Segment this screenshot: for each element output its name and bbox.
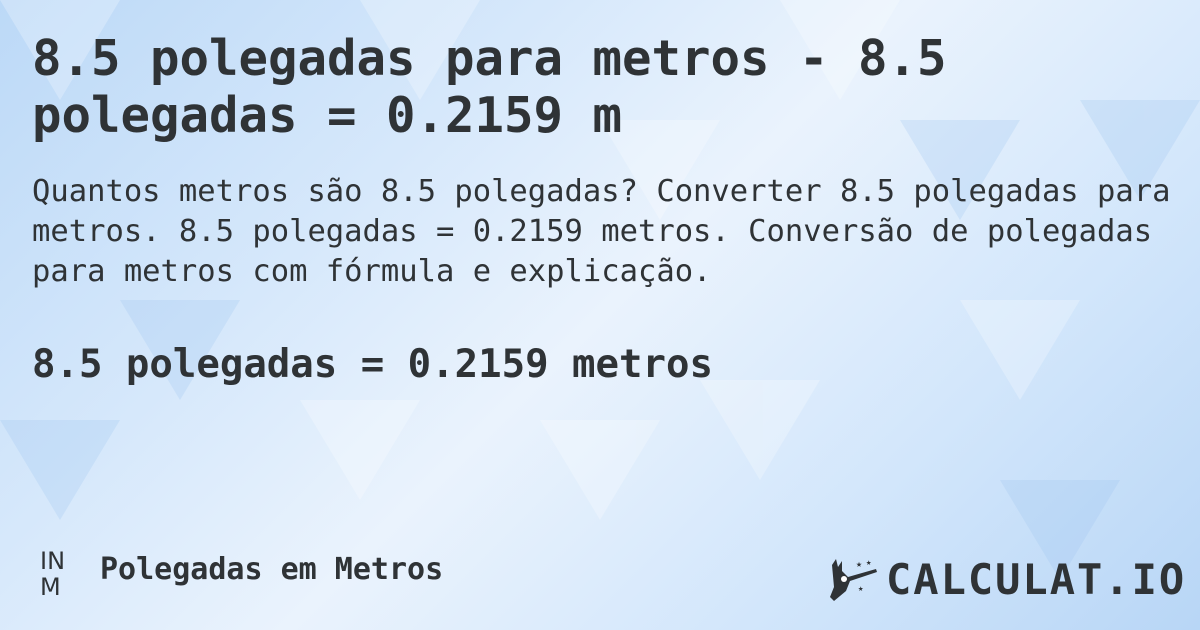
calculat-io-logo: ★ ★ ★ CALCULAT.IO xyxy=(828,555,1186,604)
svg-text:★: ★ xyxy=(858,584,864,594)
unit-icon-top: IN xyxy=(40,547,66,575)
converter-name: Polegadas em Metros xyxy=(100,552,444,587)
page-title: 8.5 polegadas para metros - 8.5 polegada… xyxy=(32,30,947,144)
svg-text:★: ★ xyxy=(866,558,872,568)
magic-wand-hand-icon: ★ ★ ★ xyxy=(830,558,877,601)
unit-icon-bottom: M xyxy=(40,573,61,601)
logo-text: CALCULAT.IO xyxy=(886,555,1187,604)
conversion-result: 8.5 polegadas = 0.2159 metros xyxy=(32,342,713,387)
inches-to-meters-icon: IN M xyxy=(40,548,65,600)
page-description: Quantos metros são 8.5 polegadas? Conver… xyxy=(32,174,1171,289)
svg-text:★: ★ xyxy=(856,559,862,570)
